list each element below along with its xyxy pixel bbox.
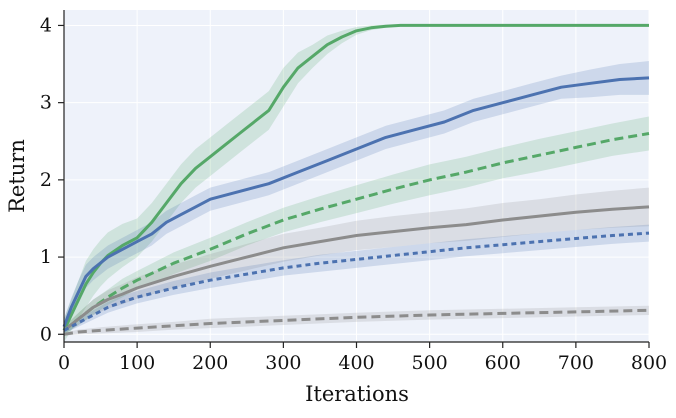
series-4-confidence-band bbox=[64, 224, 649, 334]
x-tick-label: 200 bbox=[192, 352, 228, 374]
x-tick-label: 500 bbox=[411, 352, 447, 374]
series-3-confidence-band bbox=[64, 187, 649, 335]
y-tick-label: 3 bbox=[40, 92, 52, 114]
x-tick-label: 0 bbox=[58, 352, 70, 374]
x-tick-label: 700 bbox=[558, 352, 594, 374]
y-tick-label: 4 bbox=[40, 14, 52, 36]
y-tick-label: 1 bbox=[40, 246, 52, 268]
x-tick-label: 600 bbox=[485, 352, 521, 374]
y-axis-label: Return bbox=[5, 139, 29, 213]
grid bbox=[63, 10, 650, 342]
series-2-confidence-band bbox=[64, 116, 649, 335]
x-axis: 0 100 200 300 400 500 600 700 800 bbox=[58, 341, 667, 374]
series-2-line bbox=[63, 132, 650, 332]
series-4-line bbox=[63, 231, 650, 332]
x-axis-label: Iterations bbox=[305, 382, 409, 406]
series-lines bbox=[62, 23, 650, 336]
y-tick-label: 2 bbox=[40, 169, 52, 191]
series-5-line bbox=[63, 308, 650, 336]
x-tick-label: 400 bbox=[338, 352, 374, 374]
y-axis: 0 1 2 3 4 bbox=[40, 10, 65, 345]
x-tick-label: 300 bbox=[265, 352, 301, 374]
series-3-line bbox=[63, 205, 650, 332]
series-1-confidence-band bbox=[64, 61, 649, 335]
x-tick-label: 800 bbox=[631, 352, 667, 374]
series-1-line bbox=[62, 76, 650, 328]
x-tick-label: 100 bbox=[119, 352, 155, 374]
y-tick-label: 0 bbox=[40, 323, 52, 345]
